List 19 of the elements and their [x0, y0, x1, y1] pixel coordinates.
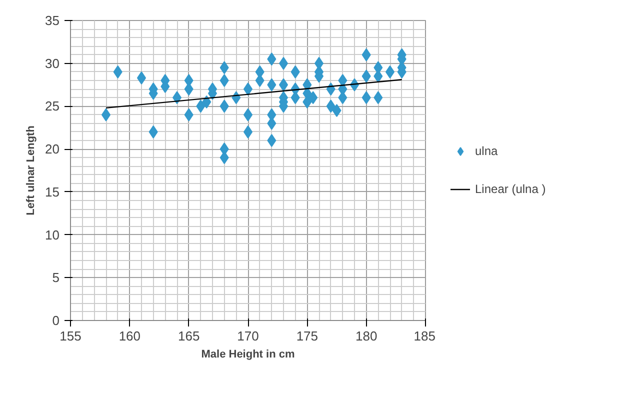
x-tick-label: 155	[60, 328, 82, 344]
legend-label: ulna	[475, 144, 498, 158]
y-tick-label: 0	[52, 313, 60, 328]
x-tick-label: 180	[355, 328, 378, 344]
y-tick-label: 35	[45, 13, 60, 28]
y-tick-label: 5	[52, 270, 60, 286]
y-axis-title: Left ulnar Length	[25, 125, 38, 216]
x-tick-label: 165	[178, 328, 200, 344]
x-tick-label: 185	[414, 328, 436, 344]
y-tick-label: 25	[45, 98, 60, 114]
y-tick-label: 30	[45, 56, 60, 71]
y-tick-label: 10	[45, 227, 60, 242]
x-axis-title: Male Height in cm	[201, 348, 295, 360]
x-tick-label: 160	[118, 328, 141, 344]
y-tick-label: 20	[45, 142, 60, 157]
y-tick-label: 15	[45, 184, 60, 200]
legend-label: Linear (ulna )	[475, 182, 546, 196]
x-tick-label: 175	[296, 328, 318, 344]
x-tick-label: 170	[237, 328, 259, 344]
